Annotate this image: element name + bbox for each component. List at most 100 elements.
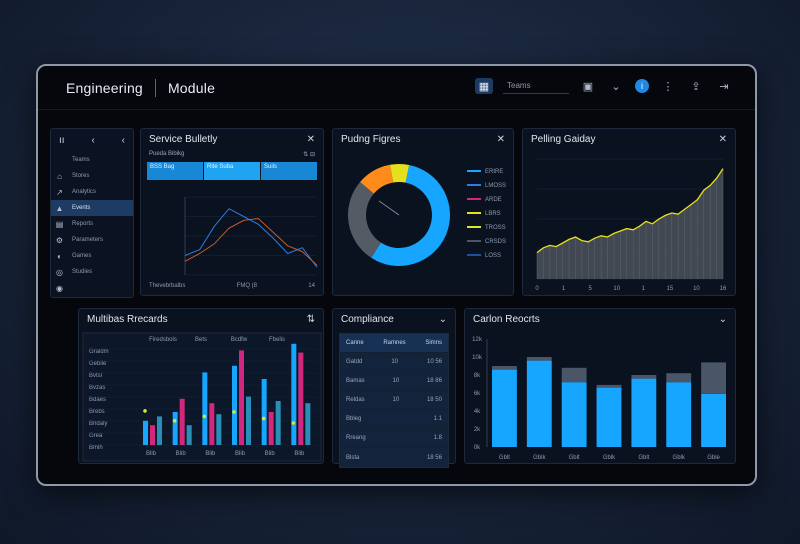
sidebar-item-events[interactable]: ▲ Events [51, 200, 133, 216]
bar-primary [561, 382, 587, 447]
sidebar-item-profile[interactable]: ◉ [51, 280, 133, 296]
chevron-down-icon[interactable]: ⌄ [438, 313, 447, 325]
x-tick-label: Blib [146, 451, 157, 457]
sidebar: ıı ‹ ‹ Teams ⌂ Stores ↗ Analytics ▲ Events … [50, 128, 134, 298]
series-line-1 [184, 217, 318, 266]
x-tick-label: 15 [667, 286, 674, 292]
donut-slice [390, 164, 410, 183]
table-row[interactable]: Gatdd 10 10 56 [340, 353, 448, 372]
bar-blue [291, 343, 297, 445]
donut-chart: ERtRE LMOSS ARDE LBRS TROSS CRSDS LOSS [348, 164, 506, 266]
x-tick-label: 10 [693, 286, 700, 292]
close-icon[interactable]: ✕ [718, 133, 727, 145]
area-title: Pelling Gaiday [531, 133, 596, 145]
bar-blue [172, 412, 178, 445]
x-tick-label: 16 [720, 286, 727, 292]
chevron-down-icon[interactable]: ⌄ [718, 313, 727, 325]
toolbar: ▦ Teams ▣ ⌄ i ⋮ ⇪ ⇥ [475, 78, 733, 94]
bar-blue [232, 365, 237, 445]
donut-slice [348, 182, 382, 258]
donut-pointer [378, 200, 400, 216]
search-field[interactable]: Teams [503, 78, 569, 94]
sidebar-item-teams[interactable]: Teams [72, 157, 90, 163]
pie-panel: Pudng Figres ✕ ERtRE LMOSS ARDE LBRS TROSS CR… [332, 128, 514, 296]
table-row[interactable]: Bamas 10 18 86 [340, 372, 448, 391]
chevron-down-icon[interactable]: ⌄ [611, 80, 621, 93]
sidebar-item-studies[interactable]: ◎ Studies [56, 267, 93, 277]
compliance-title: Compliance [341, 313, 394, 325]
marker-dot [232, 410, 236, 414]
compliance-panel: Compliance ⌄ Canne Ramnes Simns Gatdd 10 10 … [332, 308, 456, 468]
bar-blue [143, 420, 148, 445]
info-icon[interactable]: i [635, 79, 649, 93]
bar-teal [305, 403, 311, 445]
table-row[interactable]: Rreang 1.8 [340, 429, 448, 448]
bar-blue [261, 379, 267, 445]
bar-primary [526, 360, 552, 447]
back-icon[interactable]: ‹ [91, 135, 95, 146]
marker-dot [172, 419, 177, 423]
bar-primary [631, 378, 657, 447]
trend-icon: ↗ [56, 187, 63, 197]
bar-secondary [666, 373, 692, 383]
service-line-chart [184, 196, 318, 276]
y-tick-label: 6k [474, 391, 481, 397]
legend-label: TROSS [485, 225, 506, 231]
menu-icon[interactable]: ıı [59, 135, 65, 146]
x-tick-label: Gblk [603, 455, 616, 461]
calendar-icon[interactable]: ▣ [582, 80, 594, 93]
bar-magenta [179, 398, 185, 445]
collapse-icon[interactable]: ‹ [121, 135, 125, 146]
service-footer-left: Thevebrbalbs [149, 283, 186, 289]
x-tick-label: Gblk [533, 455, 546, 461]
gear-icon: ⚙ [55, 235, 64, 245]
bar-magenta [209, 403, 215, 445]
donut-slice [371, 165, 450, 266]
bar-teal [275, 401, 281, 445]
title-divider [154, 78, 156, 97]
table-row[interactable]: Blsta 18 56 [346, 454, 442, 461]
header-cell[interactable]: Suils [261, 162, 317, 180]
bar-magenta [150, 425, 155, 445]
sidebar-item-reports[interactable]: ▤ Reports [55, 219, 94, 229]
y-tick-label: 10k [472, 355, 483, 361]
close-icon[interactable]: ✕ [496, 133, 505, 145]
bar-teal [157, 416, 162, 445]
column-header: Fbelis [269, 337, 285, 343]
row-label: Bvzas [89, 385, 105, 391]
table-row[interactable]: Reldas 10 18 50 [340, 391, 448, 410]
multi-bar-chart: Firedsbols Bets Bcdfw Fbelis Graldm Gebile Bvt… [82, 332, 322, 462]
x-tick-label: Gblt [569, 455, 580, 461]
column-header: Bcdfw [231, 337, 248, 343]
header-cell[interactable]: Rite Suba [204, 162, 261, 180]
table-row[interactable]: Bbleg 1.1 [340, 410, 448, 429]
row-label: Bmlh [89, 445, 103, 451]
y-tick-label: 12k [472, 337, 483, 343]
header-cell[interactable]: BSS Bag [147, 162, 204, 180]
area-chart: 0 1 5 10 1 15 10 16 [535, 158, 727, 292]
alert-icon: ▲ [55, 203, 64, 213]
more-icon[interactable]: ⋮ [662, 80, 674, 93]
marker-dot [202, 414, 207, 419]
sidebar-item-analytics[interactable]: ↗ Analytics [56, 187, 97, 197]
export-icon[interactable]: ⇪ [691, 80, 701, 93]
row-label: Brebs [89, 409, 105, 415]
app-title: Engineering [66, 79, 143, 96]
close-icon[interactable]: ✕ [306, 133, 315, 145]
row-label: Gebile [89, 361, 107, 367]
multi-title: Multibas Rrecards [87, 313, 168, 325]
logout-icon[interactable]: ⇥ [719, 80, 729, 93]
bar-secondary [596, 384, 622, 388]
y-tick-label: 4k [474, 409, 481, 415]
x-tick-label: 10 [613, 286, 620, 292]
grid-icon[interactable]: ▦ [475, 78, 493, 94]
x-tick-label: Blib [265, 451, 276, 457]
bar-magenta [298, 352, 304, 445]
sidebar-item-parameters[interactable]: ⚙ Parameters [55, 235, 104, 245]
sidebar-item-games[interactable]: ◐ Games [51, 248, 133, 264]
legend-label: ARDE [485, 197, 502, 203]
bar-primary [596, 387, 622, 447]
sidebar-item-stores[interactable]: ⌂ Stores [51, 168, 133, 184]
filter-icon[interactable]: ⇅ ⊟ [303, 152, 315, 158]
sort-icon[interactable]: ⇅ [306, 313, 315, 325]
